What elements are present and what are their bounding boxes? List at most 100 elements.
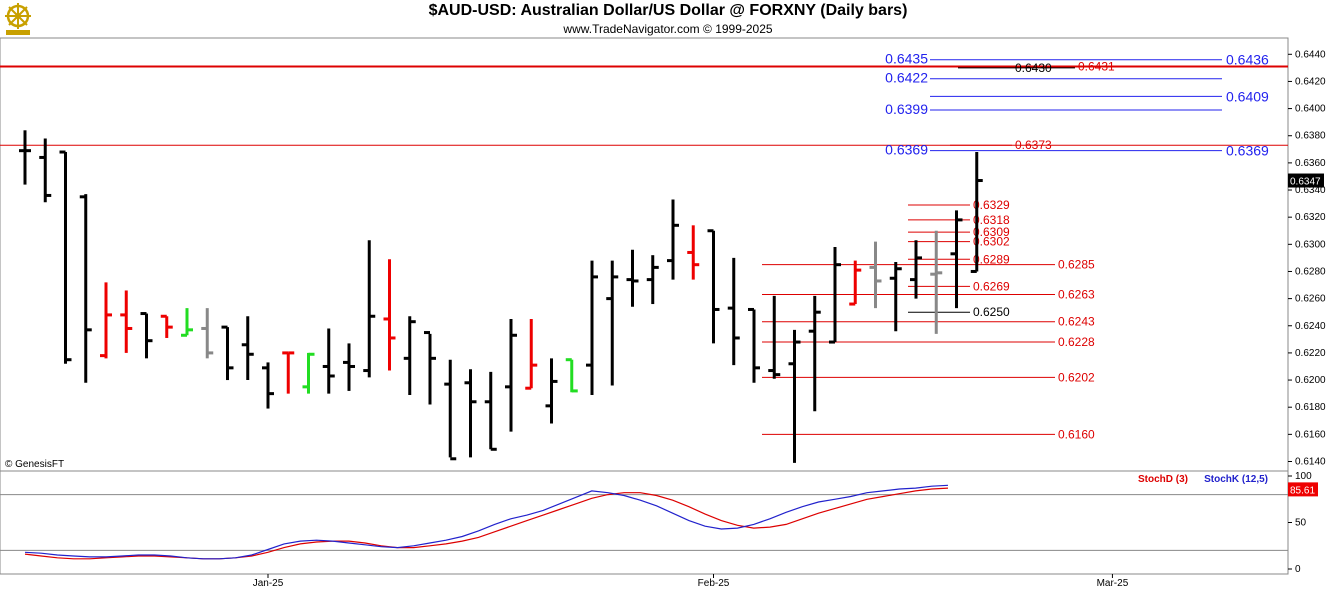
ohlc-bar — [930, 230, 943, 334]
ohlc-bar — [525, 318, 538, 390]
fib-retracement-label: 0.6228 — [1058, 335, 1095, 349]
fib-retracement-label: 0.6269 — [973, 279, 1010, 293]
stochastic-axis: 0 50 100 85.61 — [1288, 471, 1318, 575]
ohlc-bar — [545, 358, 558, 424]
fib-projection-label: 0.6369 — [885, 142, 928, 158]
golden-ship-wheel-icon — [2, 2, 34, 36]
price-tick-label: 0.6220 — [1295, 348, 1326, 359]
ohlc-bar — [100, 282, 112, 359]
ohlc-bar — [363, 240, 376, 378]
ohlc-bar — [201, 308, 214, 359]
ohlc-bar — [768, 295, 781, 379]
price-tick-label: 0.6360 — [1295, 158, 1326, 169]
stoch-value-label: 85.61 — [1290, 485, 1315, 496]
fib-retracement-label: 0.6430 — [1015, 61, 1052, 75]
ohlc-bar — [322, 328, 335, 394]
ohlc-bar — [464, 369, 477, 458]
ohlc-bar — [829, 247, 841, 344]
price-tick-label: 0.6280 — [1295, 266, 1326, 277]
ohlc-bar — [889, 261, 902, 332]
fib-retracement-label: 0.6202 — [1058, 370, 1095, 384]
time-axis: Jan-25 Feb-25 Mar-25 — [253, 574, 1129, 589]
ohlc-bar — [869, 241, 882, 309]
fib-retracement-label: 0.6373 — [1015, 138, 1052, 152]
fib-retracement-label: 0.6431 — [1078, 60, 1115, 74]
ohlc-bar — [120, 290, 133, 353]
ohlc-bar — [302, 352, 315, 394]
stochastic-lines — [0, 484, 1288, 560]
price-tick-label: 0.6440 — [1295, 49, 1326, 60]
fib-retracement-label: 0.6263 — [1058, 288, 1095, 302]
fib-projection-label: 0.6409 — [1226, 88, 1269, 104]
ohlc-bar — [424, 331, 436, 405]
ohlc-bar — [950, 210, 963, 309]
watermark: © GenesisFT — [5, 459, 64, 470]
price-panel[interactable] — [0, 37, 1289, 472]
ohlc-bar — [241, 316, 254, 381]
price-tick-label: 0.6420 — [1295, 76, 1326, 87]
price-tick-label: 0.6400 — [1295, 104, 1326, 115]
ohlc-bar — [19, 130, 31, 185]
ohlc-bar — [484, 371, 497, 451]
stoch-tick-label: 100 — [1295, 471, 1312, 482]
price-tick-label: 0.6240 — [1295, 321, 1326, 332]
price-tick-label: 0.6300 — [1295, 239, 1326, 250]
ohlc-bar — [646, 255, 659, 305]
stoch-value-badge — [1288, 482, 1318, 497]
time-tick-label: Mar-25 — [1097, 578, 1129, 589]
ohlc-bar — [282, 351, 295, 394]
ohlc-bar — [808, 295, 821, 412]
fib-retracement-label: 0.6243 — [1058, 315, 1095, 329]
ohlc-bar — [788, 329, 801, 463]
fib-retracement-label: 0.6250 — [973, 305, 1010, 319]
fib-projection-label: 0.6436 — [1226, 52, 1269, 68]
ohlc-bar — [606, 260, 619, 386]
price-axis: 0.64400.64200.64000.63800.63600.63400.63… — [1288, 49, 1326, 467]
fib-retracement-label: 0.6302 — [973, 235, 1010, 249]
stochd-legend: StochD (3) — [1138, 474, 1188, 485]
fib-retracement-label: 0.6285 — [1058, 258, 1095, 272]
ohlc-bar — [748, 307, 760, 383]
ohlc-bar — [970, 152, 983, 273]
ohlc-bar — [221, 325, 234, 381]
ohlc-bar — [565, 358, 578, 393]
price-tick-label: 0.6380 — [1295, 131, 1326, 142]
ohlc-bar — [383, 259, 396, 371]
stoch-tick-label: 0 — [1295, 564, 1301, 575]
ohlc-bar — [687, 225, 700, 280]
stochk-legend: StochK (12,5) — [1204, 474, 1268, 485]
ohlc-bar — [403, 316, 416, 395]
chart-subtitle: www.TradeNavigator.com © 1999-2025 — [563, 22, 773, 36]
stoch-tick-label: 50 — [1295, 518, 1307, 529]
price-tick-label: 0.6320 — [1295, 212, 1326, 223]
ohlc-bar — [626, 249, 639, 307]
chart-title: $AUD-USD: Australian Dollar/US Dollar @ … — [428, 2, 908, 19]
ohlc-bar — [910, 240, 922, 299]
ohlc-bars — [19, 130, 983, 463]
ohlc-bar — [140, 312, 153, 359]
fib-projection-label: 0.6435 — [885, 51, 928, 67]
chart-header: $AUD-USD: Australian Dollar/US Dollar @ … — [0, 0, 1336, 38]
ohlc-bar — [727, 257, 740, 366]
fibonacci-levels: 0.6435 0.6436 0.6422 0.6409 0.6399 0.6369 0.63… — [762, 51, 1269, 441]
price-tick-label: 0.6200 — [1295, 375, 1326, 386]
ohlc-bar — [505, 318, 517, 432]
last-price-badge — [1288, 173, 1324, 188]
ohlc-bar — [160, 314, 173, 338]
ohlc-bar — [59, 150, 72, 364]
price-tick-label: 0.6260 — [1295, 294, 1326, 305]
ohlc-bar — [444, 359, 457, 461]
time-tick-label: Jan-25 — [253, 578, 284, 589]
ohlc-bar — [39, 138, 52, 203]
last-price-label: 0.6347 — [1290, 177, 1321, 188]
ohlc-bar — [181, 308, 193, 337]
ohlc-bar — [707, 229, 720, 344]
ohlc-bar — [667, 199, 679, 280]
price-tick-label: 0.6180 — [1295, 402, 1326, 413]
fib-retracement-label: 0.6289 — [973, 252, 1010, 266]
fib-projection-label: 0.6422 — [885, 70, 928, 86]
fib-retracement-label: 0.6160 — [1058, 427, 1095, 441]
ohlc-bar — [849, 260, 862, 306]
stoch-series-line — [24, 484, 949, 560]
